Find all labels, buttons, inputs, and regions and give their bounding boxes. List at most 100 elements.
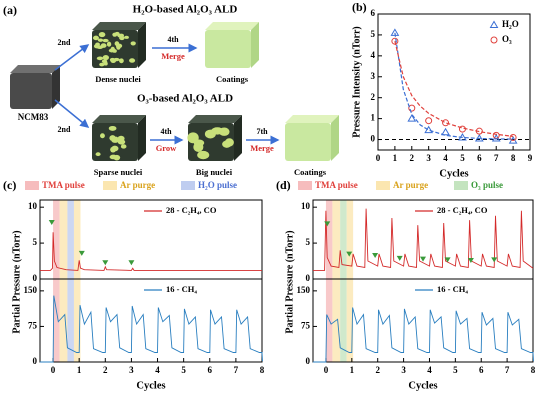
nucleus [108, 125, 117, 131]
nucleus [92, 35, 99, 41]
data-line [40, 232, 262, 271]
annotation-marker [78, 250, 85, 256]
legend-label: 28 - C₂H₄, CO [166, 205, 217, 215]
data-point [441, 127, 450, 136]
band [67, 200, 74, 279]
x-tick-label: 6 [208, 365, 213, 375]
panel-label: (a) [3, 3, 17, 17]
cube-top [285, 115, 339, 123]
x-tick-label: 8 [531, 365, 536, 375]
nucleus [100, 43, 107, 48]
x-tick-label: 7 [234, 365, 239, 375]
nucleus [112, 32, 118, 37]
data-line [313, 208, 534, 271]
node-label: Coatings [294, 167, 327, 177]
data-point [407, 114, 417, 122]
y-tick-label: 0 [33, 273, 38, 283]
x-tick-label: 4 [427, 365, 432, 375]
y-tick-label: 4 [371, 50, 376, 60]
nucleus [124, 35, 129, 39]
x-tick-label: 5 [453, 365, 458, 375]
legend-label: H₂O [502, 19, 519, 29]
nucleus [95, 42, 100, 47]
data-point [442, 119, 450, 127]
y-tick-label: 0 [306, 273, 311, 283]
nucleus [111, 145, 119, 152]
legend-swatch [298, 181, 312, 190]
legend-symbol [489, 20, 499, 28]
x-axis-label: Cycles [136, 380, 165, 391]
x-axis-label: Cycles [439, 168, 468, 179]
cube-top [92, 22, 146, 30]
x-tick-label: 0 [51, 365, 56, 375]
nucleus [102, 38, 109, 43]
y-tick-label: 10 [301, 201, 311, 211]
y-tick-label: 0 [371, 134, 376, 144]
y-tick-label: 0 [306, 356, 311, 366]
plot-frame [312, 278, 534, 363]
y-tick-label: 5 [33, 237, 38, 247]
plot-frame [39, 278, 263, 363]
cube-front [205, 30, 251, 68]
y-tick-label: 5 [306, 237, 311, 247]
cube-side [251, 22, 259, 68]
cycle-label: 4th [160, 127, 172, 136]
annotation-marker [324, 221, 331, 227]
cube-front [285, 123, 331, 161]
arrow [54, 44, 90, 71]
y-tick-label: 0 [33, 356, 38, 366]
cycle-label: 4th [167, 35, 179, 44]
cube-side [234, 115, 242, 161]
data-point [408, 104, 416, 112]
data-point [425, 117, 433, 125]
nucleus [222, 140, 232, 148]
x-tick-label: 8 [260, 365, 265, 375]
cycle-label: 2nd [58, 125, 71, 134]
nucleus [102, 54, 110, 61]
nucleus [103, 61, 108, 66]
legend-swatch [103, 181, 117, 190]
band [59, 279, 68, 362]
band [325, 200, 333, 279]
cube-top [92, 115, 146, 123]
cycle-label: 7th [256, 127, 268, 136]
legend-label: Ar purge [120, 180, 155, 190]
legend-label: TMA pulse [315, 180, 358, 190]
y-tick-label: 75 [301, 320, 311, 330]
nucleus [99, 32, 104, 36]
annotation-marker [102, 260, 109, 266]
x-tick-label: 1 [77, 365, 82, 375]
action-label: Merge [161, 51, 185, 61]
x-tick-label: 0 [376, 153, 381, 163]
band [340, 200, 347, 279]
legend-label: 28 - C₂H₄, CO [437, 205, 488, 215]
legend-swatch [454, 181, 468, 190]
cube-top [188, 115, 242, 123]
nucleus [117, 135, 125, 142]
x-tick-label: 8 [511, 153, 516, 163]
x-tick-label: 6 [479, 365, 484, 375]
nucleus [111, 137, 119, 143]
node-label: Big nuclei [196, 167, 233, 177]
data-line [40, 295, 263, 363]
x-tick-label: 2 [375, 365, 380, 375]
legend-symbol [490, 36, 498, 44]
nucleus [96, 56, 104, 61]
x-tick-label: 9 [528, 153, 533, 163]
nucleus [97, 38, 104, 42]
band [59, 200, 68, 279]
nucleus [204, 129, 216, 139]
annotation-marker [346, 251, 353, 257]
cube-top [10, 65, 60, 73]
legend-swatch [25, 181, 39, 190]
x-tick-label: 1 [350, 365, 355, 375]
action-label: Grow [156, 143, 177, 153]
data-line [394, 32, 514, 140]
nucleus [119, 58, 124, 64]
nucleus [116, 44, 121, 50]
y-tick-label: 5 [371, 29, 376, 39]
nucleus [113, 57, 120, 62]
cube-side [331, 115, 339, 161]
node-label: Sparse nuclei [94, 167, 143, 177]
